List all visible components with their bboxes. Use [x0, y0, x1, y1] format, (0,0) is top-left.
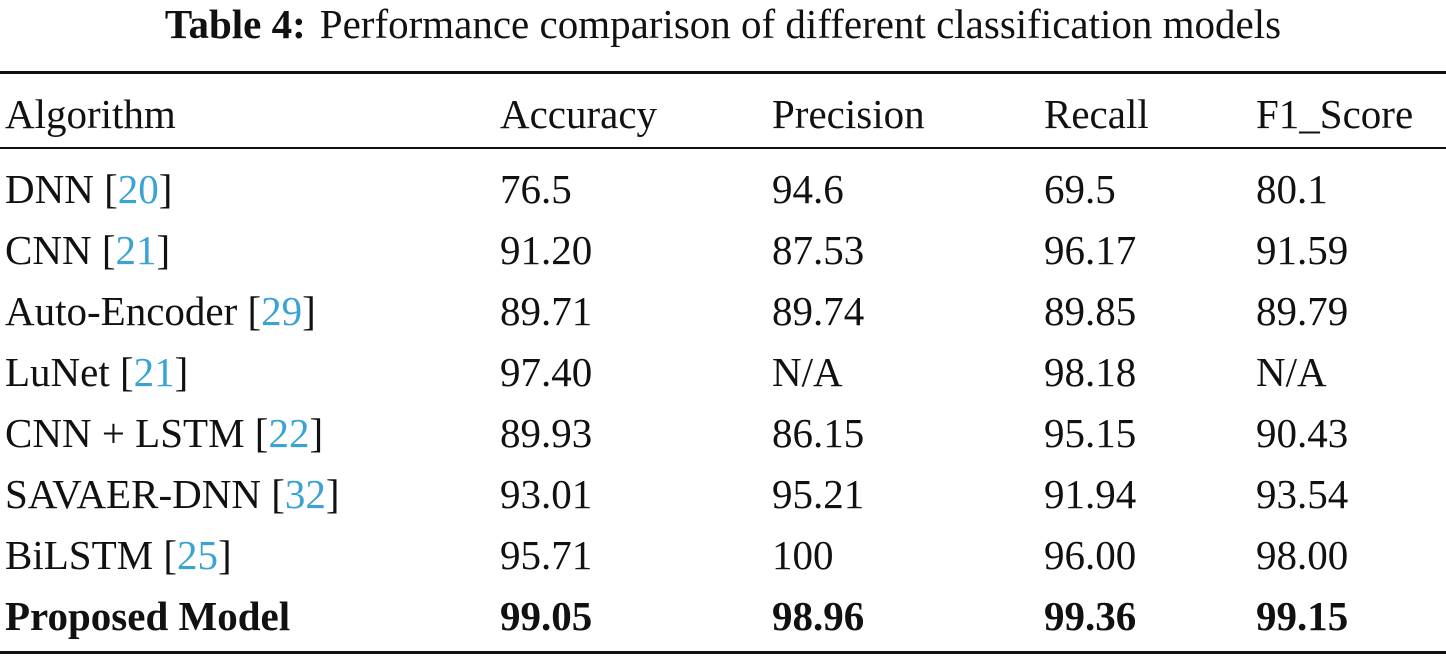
cell-algorithm: BiLSTM [25]: [5, 531, 232, 578]
citation-link[interactable]: 20: [117, 165, 159, 212]
table-row: CNN [21] 91.20 87.53 96.17 91.59: [0, 219, 1446, 280]
cell-precision: 98.96: [772, 592, 865, 639]
cell-recall: 96.00: [1044, 531, 1137, 578]
table-row: SAVAER-DNN [32] 93.01 95.21 91.94 93.54: [0, 463, 1446, 524]
cell-recall: 91.94: [1044, 470, 1137, 517]
cell-algorithm: CNN [21]: [5, 226, 171, 273]
cell-precision: N/A: [772, 348, 843, 395]
cell-accuracy: 99.05: [500, 592, 593, 639]
cell-recall: 69.5: [1044, 165, 1116, 212]
cell-accuracy: 89.71: [500, 287, 593, 334]
cell-accuracy: 91.20: [500, 226, 593, 273]
citation-link[interactable]: 22: [268, 409, 310, 456]
cell-f1: 89.79: [1256, 287, 1349, 334]
cell-recall: 89.85: [1044, 287, 1137, 334]
table-header: Algorithm Accuracy Precision Recall F1_S…: [0, 79, 1446, 149]
cell-accuracy: 95.71: [500, 531, 593, 578]
algorithm-name: BiLSTM: [5, 531, 154, 578]
header-recall: Recall: [1044, 91, 1149, 137]
table-row-proposed: Proposed Model 99.05 98.96 99.36 99.15: [0, 585, 1446, 646]
cell-precision: 94.6: [772, 165, 844, 212]
bottom-rule: [0, 651, 1446, 654]
cell-accuracy: 93.01: [500, 470, 593, 517]
citation-link[interactable]: 32: [284, 470, 326, 517]
cell-algorithm: Auto-Encoder [29]: [5, 287, 316, 334]
cell-precision: 89.74: [772, 287, 865, 334]
citation-link[interactable]: 21: [133, 348, 175, 395]
table-caption: Table 4: Performance comparison of differ…: [0, 0, 1446, 58]
cell-accuracy: 89.93: [500, 409, 593, 456]
table-row: BiLSTM [25] 95.71 100 96.00 98.00: [0, 524, 1446, 585]
table-row: CNN + LSTM [22] 89.93 86.15 95.15 90.43: [0, 402, 1446, 463]
cell-precision: 86.15: [772, 409, 865, 456]
top-rule: [0, 71, 1446, 74]
header-algorithm: Algorithm: [5, 91, 176, 137]
header-rule: [0, 147, 1446, 149]
algorithm-name: DNN: [5, 165, 94, 212]
algorithm-name: CNN: [5, 226, 92, 273]
table-row: LuNet [21] 97.40 N/A 98.18 N/A: [0, 341, 1446, 402]
cell-accuracy: 97.40: [500, 348, 593, 395]
header-row: Algorithm Accuracy Precision Recall F1_S…: [0, 79, 1446, 149]
cell-algorithm: CNN + LSTM [22]: [5, 409, 324, 456]
cell-recall: 98.18: [1044, 348, 1137, 395]
caption-label: Table 4:: [164, 1, 306, 47]
cell-accuracy: 76.5: [500, 165, 572, 212]
citation-link[interactable]: 29: [261, 287, 303, 334]
spacer-row: [0, 149, 1446, 158]
table-body: DNN [20] 76.5 94.6 69.5 80.1 CNN [21] 91…: [0, 149, 1446, 646]
cell-recall: 99.36: [1044, 592, 1137, 639]
header-accuracy: Accuracy: [500, 91, 658, 137]
algorithm-name: LuNet: [5, 348, 110, 395]
cell-algorithm: LuNet [21]: [5, 348, 189, 395]
cell-recall: 96.17: [1044, 226, 1137, 273]
algorithm-name: Auto-Encoder: [5, 287, 238, 334]
caption-text: Performance comparison of different clas…: [319, 1, 1282, 47]
cell-f1: 98.00: [1256, 531, 1349, 578]
citation-link[interactable]: 21: [115, 226, 157, 273]
cell-f1: 99.15: [1256, 592, 1349, 639]
cell-f1: 80.1: [1256, 165, 1328, 212]
cell-f1: 90.43: [1256, 409, 1349, 456]
cell-algorithm: DNN [20]: [5, 165, 173, 212]
citation-link[interactable]: 25: [177, 531, 218, 578]
algorithm-name: CNN + LSTM: [5, 409, 245, 456]
algorithm-name: SAVAER-DNN: [5, 470, 261, 517]
cell-f1: 91.59: [1256, 226, 1349, 273]
spacer-cell: [0, 149, 1446, 158]
cell-recall: 95.15: [1044, 409, 1137, 456]
cell-algorithm: SAVAER-DNN [32]: [5, 470, 340, 517]
table-row: Auto-Encoder [29] 89.71 89.74 89.85 89.7…: [0, 280, 1446, 341]
results-table: Algorithm Accuracy Precision Recall F1_S…: [0, 79, 1446, 646]
cell-f1: 93.54: [1256, 470, 1349, 517]
cell-precision: 100: [772, 531, 834, 578]
cell-precision: 95.21: [772, 470, 865, 517]
cell-precision: 87.53: [772, 226, 865, 273]
header-precision: Precision: [772, 91, 925, 137]
cell-algorithm: Proposed Model: [5, 592, 291, 639]
cell-f1: N/A: [1256, 348, 1327, 395]
header-f1-score: F1_Score: [1256, 91, 1414, 137]
table-row: DNN [20] 76.5 94.6 69.5 80.1: [0, 158, 1446, 219]
